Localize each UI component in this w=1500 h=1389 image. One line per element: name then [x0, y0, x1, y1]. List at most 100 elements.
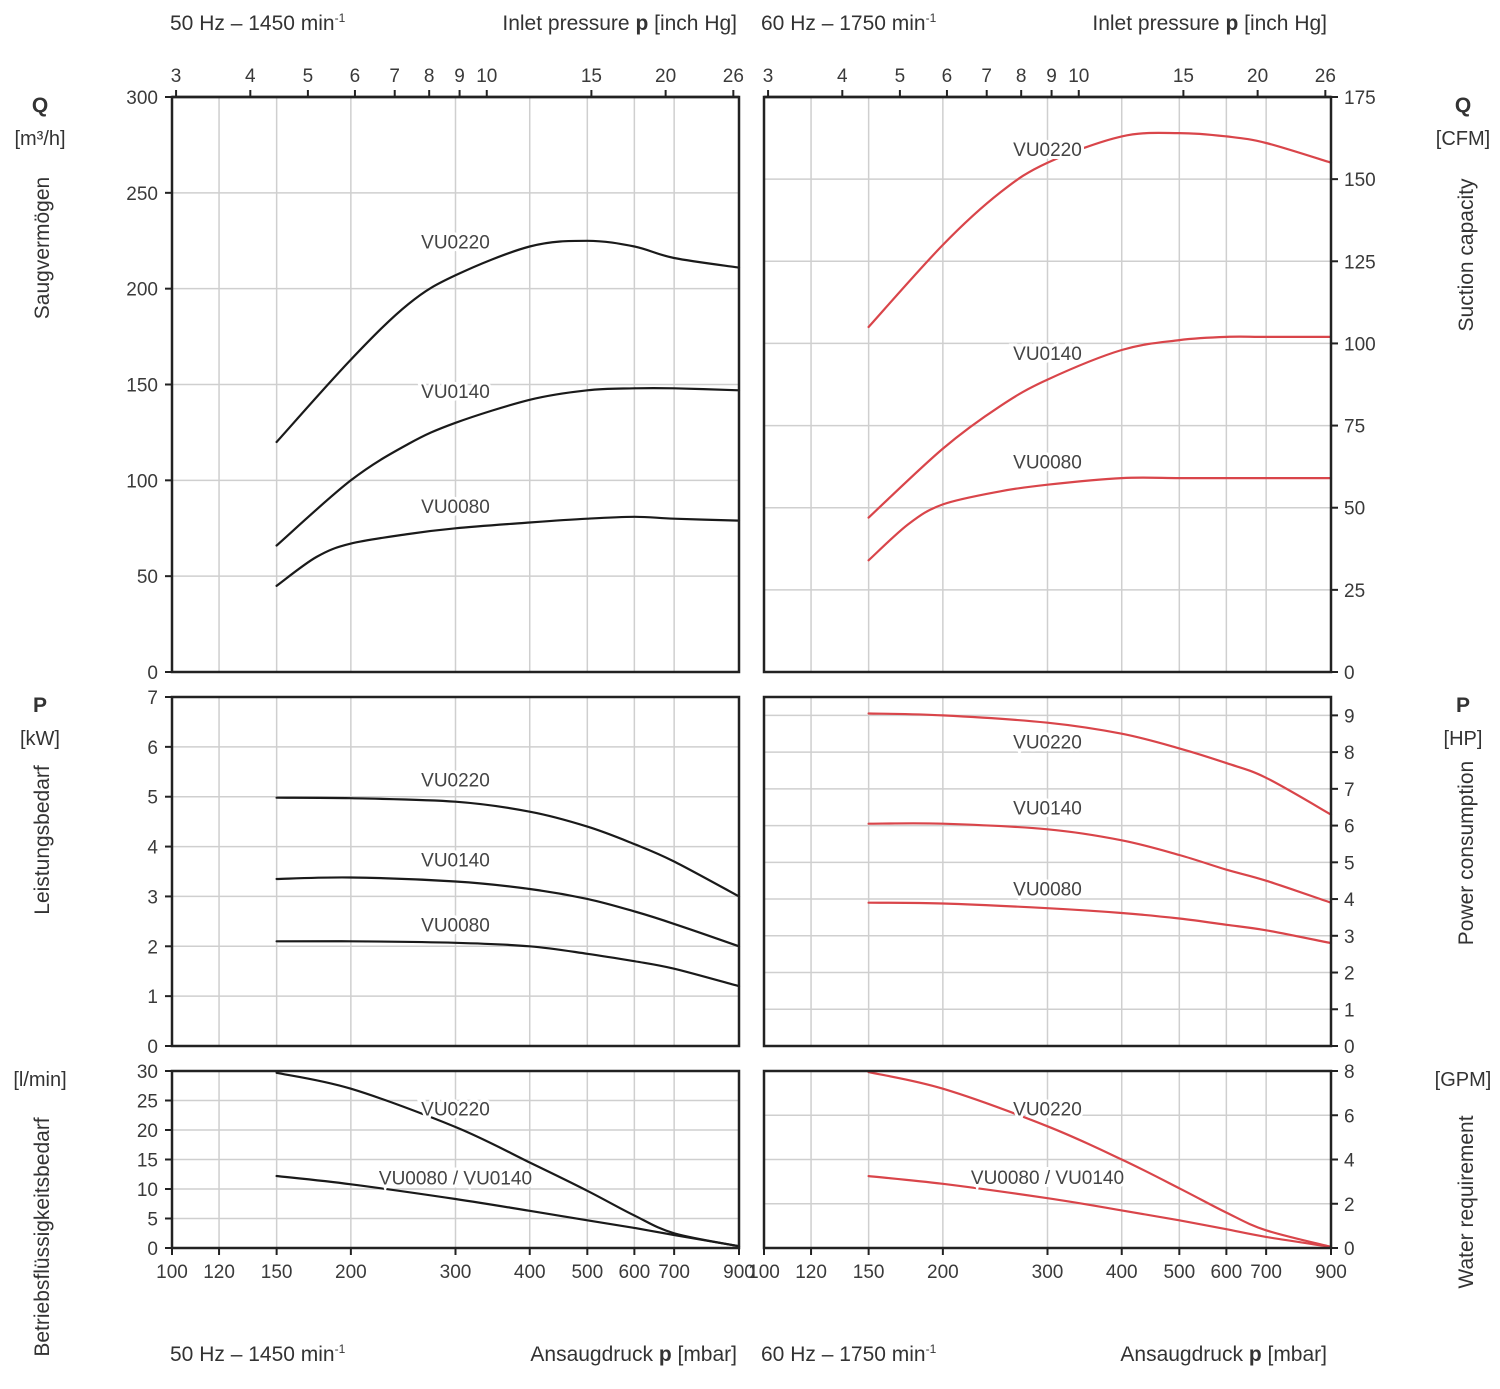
right-q-axis-title: Suction capacity: [1455, 178, 1478, 331]
x-tick-label: 500: [1163, 1262, 1195, 1283]
left-p-axis-title: Leistungsbedarf: [31, 765, 54, 915]
curve-label: VU0220: [421, 232, 490, 253]
y-tick-label: 200: [126, 280, 158, 301]
x-tick-label: 600: [619, 1262, 651, 1283]
y-tick-label: 50: [137, 567, 158, 588]
bottom-right-frequency: 60 Hz – 1750 min-1: [761, 1342, 937, 1366]
y-tick-label: 8: [1344, 1062, 1355, 1083]
inch-hg-tick-label: 6: [350, 66, 361, 87]
inch-hg-tick-label: 10: [1068, 66, 1089, 87]
y-tick-label: 0: [147, 1037, 158, 1058]
curve-label: VU0080: [1013, 879, 1082, 900]
y-tick-label: 2: [1344, 1195, 1355, 1216]
y-tick-label: 5: [1344, 853, 1355, 874]
top-right-frequency: 60 Hz – 1750 min-1: [761, 11, 937, 35]
series-line-vu0080-vu0140: [275, 1174, 741, 1248]
inch-hg-tick-label: 5: [303, 66, 314, 87]
curve-layer: VU0220 VU0140 VU0080 VU0220 VU0140 VU0080 VU02…: [275, 131, 1333, 1248]
curve-label: VU0220: [1013, 732, 1082, 753]
x-tick-label: 300: [1032, 1262, 1064, 1283]
left-p-symbol: P: [33, 694, 47, 717]
series-line-vu0220: [275, 796, 741, 898]
y-tick-label: 25: [1344, 581, 1365, 602]
y-tick-label: 6: [1344, 1106, 1355, 1127]
x-tick-label: 400: [1106, 1262, 1138, 1283]
y-tick-label: 75: [1344, 417, 1365, 438]
inch-hg-tick-label: 4: [837, 66, 848, 87]
inch-hg-tick-label: 26: [723, 66, 744, 87]
curve-label: VU0080: [421, 915, 490, 936]
x-tick-label: 100: [748, 1262, 780, 1283]
x-tick-label: 100: [156, 1262, 188, 1283]
series-line-vu0080: [867, 476, 1333, 562]
x-tick-label: 900: [723, 1262, 755, 1283]
inch-hg-tick-label: 5: [895, 66, 906, 87]
curve-label: VU0220: [1013, 1099, 1082, 1120]
y-tick-label: 25: [137, 1092, 158, 1113]
left-w-unit: [l/min]: [13, 1069, 66, 1091]
inch-hg-tick-label: 10: [476, 66, 497, 87]
y-tick-label: 0: [1344, 1037, 1355, 1058]
tick-layer: 0501001502002503000255075100125150175012…: [126, 66, 1375, 1283]
x-tick-label: 150: [261, 1262, 293, 1283]
left-q-symbol: Q: [32, 94, 48, 117]
right-p-unit: [HP]: [1444, 728, 1483, 750]
bottom-left-pressure-label: Ansaugdruck p [mbar]: [530, 1343, 737, 1366]
y-tick-label: 5: [147, 1210, 158, 1231]
y-tick-label: 100: [1344, 334, 1376, 355]
y-tick-label: 150: [1344, 170, 1376, 191]
y-tick-label: 9: [1344, 706, 1355, 727]
curve-label: VU0220: [1013, 140, 1082, 161]
x-tick-label: 200: [927, 1262, 959, 1283]
right-w-unit: [GPM]: [1435, 1069, 1492, 1091]
series-line-vu0220: [867, 1071, 1333, 1248]
y-tick-label: 8: [1344, 743, 1355, 764]
curve-label: VU0140: [1013, 799, 1082, 820]
inch-hg-tick-label: 7: [389, 66, 400, 87]
left-w-axis-title: Betriebsflüssigkeitsbedarf: [31, 1117, 54, 1356]
y-tick-label: 125: [1344, 252, 1376, 273]
series-line-vu0080: [275, 940, 741, 988]
curve-label: VU0140: [421, 382, 490, 403]
y-tick-label: 1: [147, 987, 158, 1008]
x-tick-label: 500: [571, 1262, 603, 1283]
x-tick-label: 200: [335, 1262, 367, 1283]
inch-hg-tick-label: 20: [655, 66, 676, 87]
series-line-vu0080: [275, 515, 741, 587]
curve-label: VU0140: [1013, 344, 1082, 365]
y-tick-label: 6: [1344, 817, 1355, 838]
inch-hg-tick-label: 8: [1016, 66, 1027, 87]
panel-frame-p60: [762, 695, 1333, 1048]
series-line-vu0220: [275, 1071, 741, 1248]
y-tick-label: 1: [1344, 1000, 1355, 1021]
x-tick-label: 700: [1250, 1262, 1282, 1283]
series-line-vu0080: [867, 901, 1333, 945]
top-left-inlet-label: Inlet pressure p [inch Hg]: [502, 12, 737, 35]
x-tick-label: 900: [1315, 1262, 1347, 1283]
inch-hg-tick-label: 20: [1247, 66, 1268, 87]
x-tick-label: 120: [203, 1262, 235, 1283]
x-tick-label: 700: [658, 1262, 690, 1283]
series-line-vu0140: [275, 386, 741, 547]
left-q-axis-title: Saugvermögen: [31, 177, 54, 319]
grid-layer: [171, 96, 1332, 1248]
y-tick-label: 7: [1344, 780, 1355, 801]
left-q-unit: [m³/h]: [14, 128, 65, 150]
y-tick-label: 7: [147, 688, 158, 709]
right-p-symbol: P: [1456, 694, 1470, 717]
y-tick-label: 50: [1344, 499, 1365, 520]
right-q-unit: [CFM]: [1436, 128, 1490, 150]
y-tick-label: 4: [1344, 1151, 1355, 1172]
y-tick-label: 0: [1344, 663, 1355, 684]
right-p-axis-title: Power consumption: [1455, 761, 1478, 945]
x-tick-label: 300: [440, 1262, 472, 1283]
y-tick-label: 250: [126, 184, 158, 205]
inch-hg-tick-label: 15: [581, 66, 602, 87]
y-tick-label: 0: [147, 663, 158, 684]
curve-label: VU0080 / VU0140: [971, 1168, 1124, 1189]
y-tick-label: 175: [1344, 88, 1376, 109]
y-tick-label: 10: [137, 1180, 158, 1201]
frame-layer: [170, 95, 1333, 1250]
y-tick-label: 30: [137, 1062, 158, 1083]
